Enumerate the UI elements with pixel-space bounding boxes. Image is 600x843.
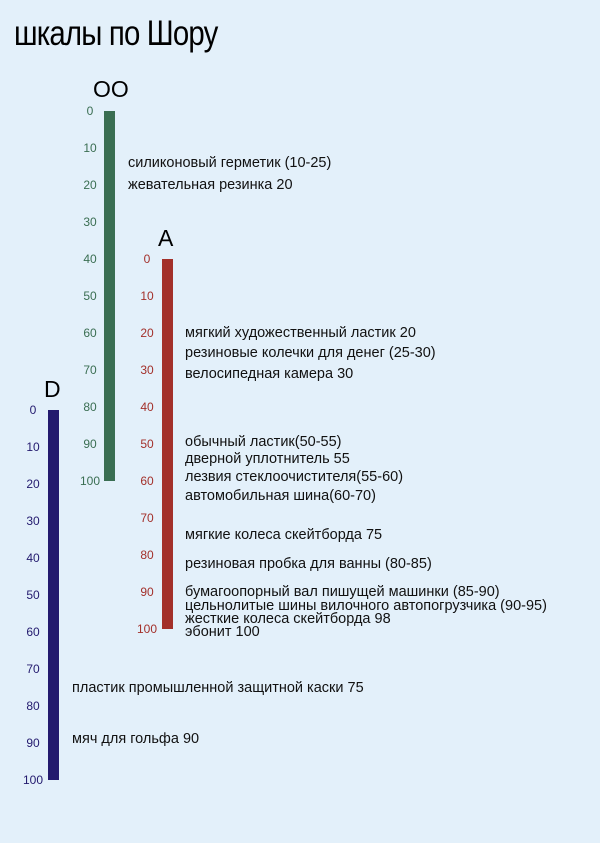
scale-oo-tick-label: 100 xyxy=(79,474,101,488)
scale-oo-tick-label: 30 xyxy=(83,215,97,229)
scale-d-tick-label: 50 xyxy=(26,588,40,602)
scale-a-bar xyxy=(162,259,173,629)
scale-d-tick-label: 70 xyxy=(26,662,40,676)
scale-d-tick-label: 100 xyxy=(22,773,44,787)
scale-a-material-label: лезвия стеклоочистителя(55-60) xyxy=(185,469,404,486)
scale-d-name: D xyxy=(44,376,61,402)
scale-d-tick-label: 0 xyxy=(29,403,37,417)
scale-d-tick-label: 40 xyxy=(26,551,40,565)
scale-oo-tick-label: 10 xyxy=(83,141,97,155)
scale-a-material-label: жесткие колеса скейтборда 98 xyxy=(185,611,391,627)
scale-oo-tick-label: 70 xyxy=(83,363,97,377)
scale-a-tick-label: 20 xyxy=(140,326,154,340)
scale-a-material-label: резиновая пробка для ванны (80-85) xyxy=(185,556,432,573)
scale-oo-bar xyxy=(104,111,115,481)
scale-a-material-label: эбонит 100 xyxy=(185,623,260,640)
scale-a-tick-label: 0 xyxy=(143,252,151,266)
scale-oo-material-label: силиконовый герметик (10-25) xyxy=(128,154,332,171)
scale-a-tick-label: 10 xyxy=(140,289,154,303)
scale-a-tick-label: 70 xyxy=(140,511,154,525)
scale-a-tick-label: 60 xyxy=(140,474,154,488)
scale-a-tick-label: 40 xyxy=(140,400,154,414)
scale-oo-tick-label: 60 xyxy=(83,326,97,340)
scale-d-material-label: пластик промышленной защитной каски 75 xyxy=(72,679,364,696)
scale-d-material-label: мяч для гольфа 90 xyxy=(72,731,200,748)
scale-d-bar xyxy=(48,410,59,780)
scale-a-tick-label: 100 xyxy=(136,622,158,636)
scale-a-material-label: мягкие колеса скейтборда 75 xyxy=(185,526,383,543)
scale-oo-name: OO xyxy=(93,76,129,102)
scale-a-tick-label: 30 xyxy=(140,363,154,377)
scale-d-tick-label: 30 xyxy=(26,514,40,528)
scale-a-material-label: дверной уплотнитель 55 xyxy=(185,450,350,467)
scale-a-tick-label: 80 xyxy=(140,548,154,562)
scale-a-material-label: цельнолитые шины вилочного автопогрузчик… xyxy=(185,598,547,615)
scale-oo-material-label: жевательная резинка 20 xyxy=(128,177,293,193)
scale-oo-tick-label: 50 xyxy=(83,289,97,303)
scale-d-tick-label: 80 xyxy=(26,699,40,713)
scale-d-tick-label: 90 xyxy=(26,736,40,750)
scale-d-tick-label: 60 xyxy=(26,625,40,639)
scale-d-tick-label: 10 xyxy=(26,440,40,454)
scale-a-tick-label: 90 xyxy=(140,585,154,599)
scale-a-material-label: мягкий художественный ластик 20 xyxy=(185,325,416,341)
scale-a-material-label: автомобильная шина(60-70) xyxy=(185,487,376,504)
scale-oo-tick-label: 40 xyxy=(83,252,97,266)
scale-oo-tick-label: 20 xyxy=(83,178,97,192)
scale-a-material-label: резиновые колечки для денег (25-30) xyxy=(185,345,436,362)
scale-d-tick-label: 20 xyxy=(26,477,40,491)
scale-a-material-label: велосипедная камера 30 xyxy=(185,365,354,382)
scale-a-material-label: бумагоопорный вал пишущей машинки (85-90… xyxy=(185,584,500,600)
scale-a-material-label: обычный ластик(50-55) xyxy=(185,434,342,451)
scale-a-tick-label: 50 xyxy=(140,437,154,451)
page-title: шкалы по Шору xyxy=(14,14,218,53)
scale-oo-tick-label: 90 xyxy=(83,437,97,451)
scale-a-name: A xyxy=(158,225,174,251)
scale-oo-tick-label: 80 xyxy=(83,400,97,414)
scale-oo-tick-label: 0 xyxy=(86,104,94,118)
